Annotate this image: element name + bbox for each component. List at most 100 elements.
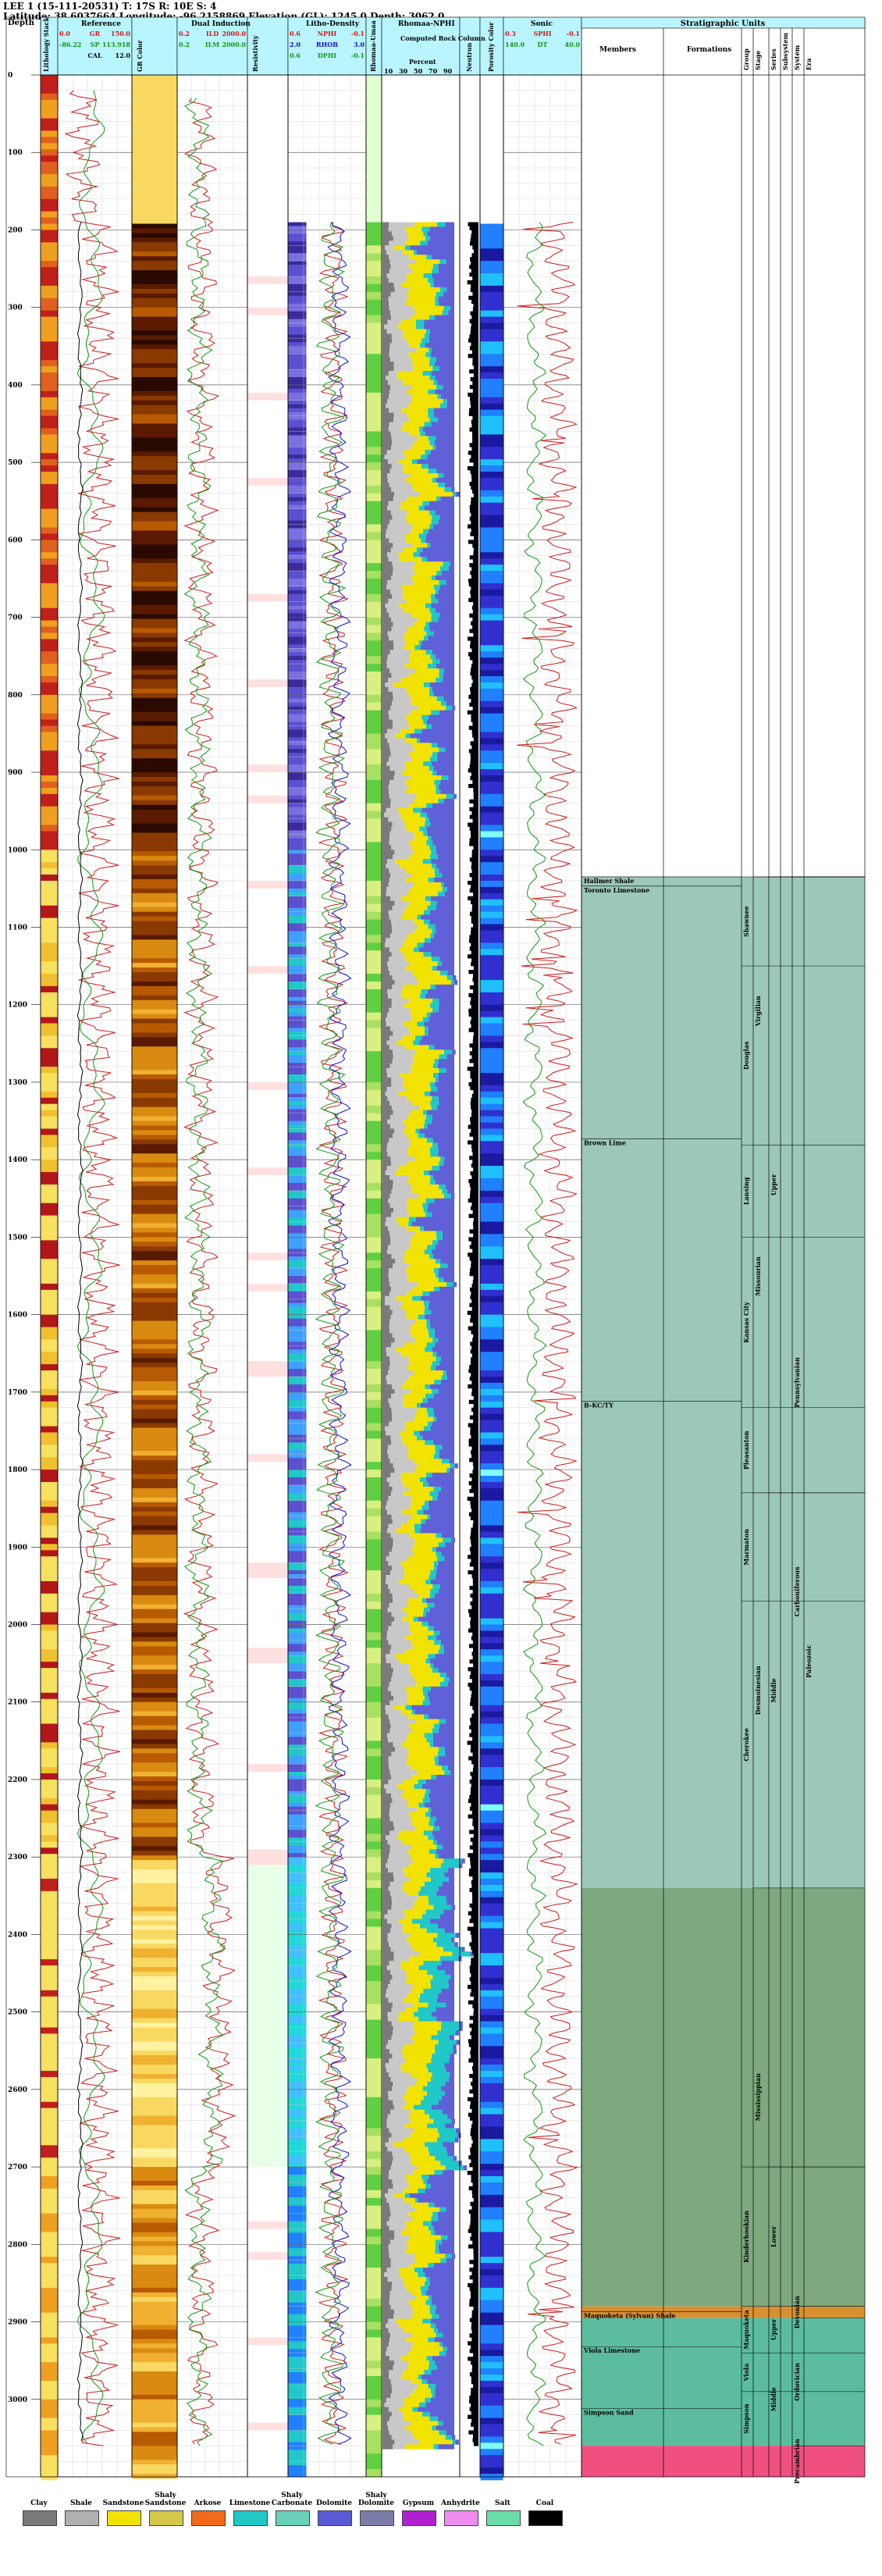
litho-density-band [288, 903, 307, 909]
lithology-band [41, 2368, 58, 2375]
rock-column-segment [428, 1026, 454, 1031]
gr-color-band [132, 1288, 177, 1294]
litho-density-band [288, 1822, 307, 1826]
neutron-fill [472, 358, 478, 362]
rock-column-segment [421, 226, 430, 232]
rock-column-segment [407, 1556, 437, 1562]
gr-color-band [132, 2236, 177, 2242]
gr-color-band [132, 1363, 177, 1368]
rhomaa-band [366, 1020, 382, 1028]
rock-column-segment [391, 464, 404, 469]
litho-density-band [288, 1403, 307, 1409]
rock-column-segment [414, 645, 421, 650]
litho-density-band [288, 156, 307, 161]
rock-column-segment [391, 1612, 407, 1617]
rhomaa-band [366, 1306, 382, 1316]
rhomaa-band [366, 981, 382, 990]
rock-column-segment [414, 975, 447, 981]
litho-density-band [288, 470, 307, 475]
lithology-band [41, 992, 58, 999]
rock-column-segment [382, 273, 387, 279]
resistivity-color-band [247, 1973, 288, 1982]
litho-density-band [288, 2321, 307, 2326]
rock-column-segment [417, 1021, 425, 1027]
rock-column-segment [403, 469, 429, 474]
litho-density-band [288, 1190, 307, 1195]
neutron-fill [471, 1713, 478, 1718]
rock-column-segment [411, 1514, 428, 1520]
rock-column-segment [437, 891, 445, 897]
rock-column-segment [382, 1552, 389, 1557]
resistivity-color-band [247, 2438, 288, 2446]
litho-density-band [288, 632, 307, 637]
rock-column-segment [382, 403, 386, 409]
neutron-fill [473, 1395, 478, 1401]
rock-column-segment [437, 2328, 454, 2333]
rock-column-segment [393, 362, 413, 367]
gr-color-band [132, 1804, 177, 1810]
resistivity-color-band [247, 330, 288, 339]
rock-column-segment [429, 1254, 434, 1259]
gr-color-band [132, 475, 177, 480]
rock-column-segment [439, 747, 446, 753]
gr-color-band [132, 1092, 177, 1099]
rock-column-segment [382, 793, 389, 800]
rock-column-segment [388, 379, 404, 386]
rock-column-segment [382, 1221, 386, 1227]
rock-column-segment [421, 1295, 454, 1302]
rock-column-segment [425, 352, 432, 358]
rock-column-segment [413, 831, 424, 836]
rhomaa-band [366, 1865, 382, 1873]
rock-column-segment [386, 2068, 403, 2073]
gr-color-band [132, 1576, 177, 1582]
lithology-band [41, 316, 58, 323]
rock-column-segment [382, 1352, 387, 1357]
rock-column-segment [391, 1621, 410, 1626]
litho-density-band [288, 2337, 307, 2342]
litho-density-band [288, 1326, 307, 1331]
litho-density-band [288, 1876, 307, 1881]
litho-density-band [288, 672, 307, 676]
rock-column-segment [407, 2086, 423, 2092]
rock-column-segment [430, 1426, 454, 1431]
rock-column-segment [386, 1166, 399, 1171]
rock-column-segment [382, 2142, 386, 2147]
rock-column-segment [432, 1547, 436, 1552]
rock-column-segment [386, 2351, 409, 2357]
rock-column-segment [401, 1709, 412, 1716]
rock-column-segment [382, 379, 389, 386]
rock-column-segment [398, 1091, 425, 1097]
rock-column-segment [382, 1802, 391, 1808]
rock-column-segment [414, 2254, 446, 2259]
litho-density-band [288, 1655, 307, 1660]
rock-column-segment [416, 1719, 439, 1724]
rock-column-segment [391, 1663, 410, 1669]
litho-density-band [288, 2159, 307, 2164]
rock-column-segment [409, 1212, 426, 1217]
rock-column-segment [382, 1073, 387, 1078]
rock-column-segment [405, 664, 428, 669]
rock-column-segment [435, 1854, 439, 1859]
rock-column-segment [433, 1626, 454, 1631]
rock-column-segment [438, 1338, 454, 1343]
rock-column-segment [429, 524, 434, 529]
lithology-band [41, 1531, 58, 1538]
neutron-fill [471, 1380, 478, 1385]
rock-column-segment [410, 2132, 439, 2138]
rock-column-segment [436, 496, 441, 502]
neutron-fill [473, 1225, 478, 1230]
rock-column-segment [445, 747, 454, 753]
rock-column-segment [414, 1537, 443, 1543]
rock-column-segment [418, 1593, 430, 1599]
neutron-fill [470, 1601, 478, 1606]
lithology-band [41, 1816, 58, 1823]
rock-column-segment [446, 2207, 454, 2213]
litho-density-band [288, 710, 307, 715]
neutron-fill [468, 1384, 478, 1389]
gr-color-band [132, 1367, 177, 1373]
resistivity-color-band [247, 1206, 288, 1215]
litho-density-band [288, 342, 307, 347]
rock-column-segment [382, 957, 389, 962]
rock-column-segment [405, 640, 419, 646]
rock-column-segment [442, 1459, 450, 1464]
